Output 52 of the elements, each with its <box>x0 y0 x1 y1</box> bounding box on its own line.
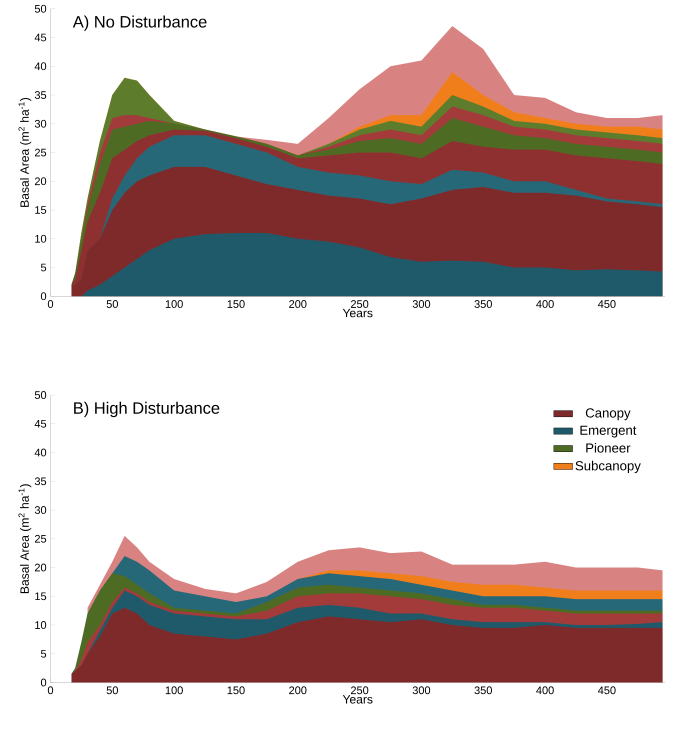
legend-label: Canopy <box>586 408 631 420</box>
y-tick-label: 0 <box>41 678 46 686</box>
y-tick-label: 30 <box>35 120 46 128</box>
x-tick-label: 50 <box>106 300 118 308</box>
y-axis-title: Basal Area (m$^{2}$ ha$^{-1}$) <box>18 484 32 594</box>
y-tick-label: 10 <box>35 621 46 629</box>
y-tick-label: 40 <box>34 448 46 456</box>
x-axis-title: Years <box>343 308 373 318</box>
x-tick-label: 150 <box>228 300 245 308</box>
legend-label: Pioneer <box>586 443 631 453</box>
y-tick-label: 45 <box>34 420 46 428</box>
legend-label: Emergent <box>580 426 637 438</box>
y-tick-label: 50 <box>35 391 46 399</box>
x-tick-label: 400 <box>536 686 554 694</box>
x-tick-label: 450 <box>598 686 616 694</box>
x-tick-label: 300 <box>412 686 430 694</box>
y-tick-label: 15 <box>35 206 46 214</box>
x-tick-label: 150 <box>228 686 245 694</box>
y-tick-label: 10 <box>35 234 46 243</box>
x-tick-label: 400 <box>536 300 554 308</box>
legend-label: Subcanopy <box>576 460 642 474</box>
x-tick-label: 200 <box>289 686 307 694</box>
x-tick-label: 450 <box>598 300 616 308</box>
y-tick-label: 20 <box>35 564 46 572</box>
x-tick-label: 100 <box>166 686 184 694</box>
y-tick-label: 5 <box>41 264 46 272</box>
y-axis-title: Basal Area (m$^{2}$ ha$^{-1}$) <box>18 98 32 207</box>
x-tick-label: 100 <box>166 300 184 308</box>
y-tick-label: 35 <box>35 91 46 99</box>
y-tick-label: 0 <box>41 292 46 300</box>
x-tick-label: 250 <box>351 686 369 694</box>
chart-title: B) High Disturbance <box>74 402 220 418</box>
x-tick-label: 0 <box>48 686 54 694</box>
x-tick-label: 200 <box>289 300 307 308</box>
y-tick-label: 50 <box>35 4 46 13</box>
y-tick-label: 45 <box>34 34 46 42</box>
y-tick-label: 30 <box>35 506 46 514</box>
y-tick-label: 25 <box>35 148 46 156</box>
x-tick-label: 350 <box>474 300 492 308</box>
x-tick-label: 50 <box>106 686 118 694</box>
x-tick-label: 300 <box>412 300 430 308</box>
y-tick-label: 15 <box>35 592 46 600</box>
x-tick-label: 250 <box>351 300 369 308</box>
y-tick-label: 5 <box>41 650 46 658</box>
y-tick-label: 40 <box>34 62 46 70</box>
x-tick-label: 0 <box>48 300 54 308</box>
chart-title: A) No Disturbance <box>73 16 207 31</box>
x-tick-label: 350 <box>474 686 492 694</box>
y-tick-label: 20 <box>35 177 46 186</box>
y-tick-label: 25 <box>35 534 46 543</box>
y-tick-label: 35 <box>35 477 46 486</box>
x-axis-title: Years <box>343 695 373 704</box>
